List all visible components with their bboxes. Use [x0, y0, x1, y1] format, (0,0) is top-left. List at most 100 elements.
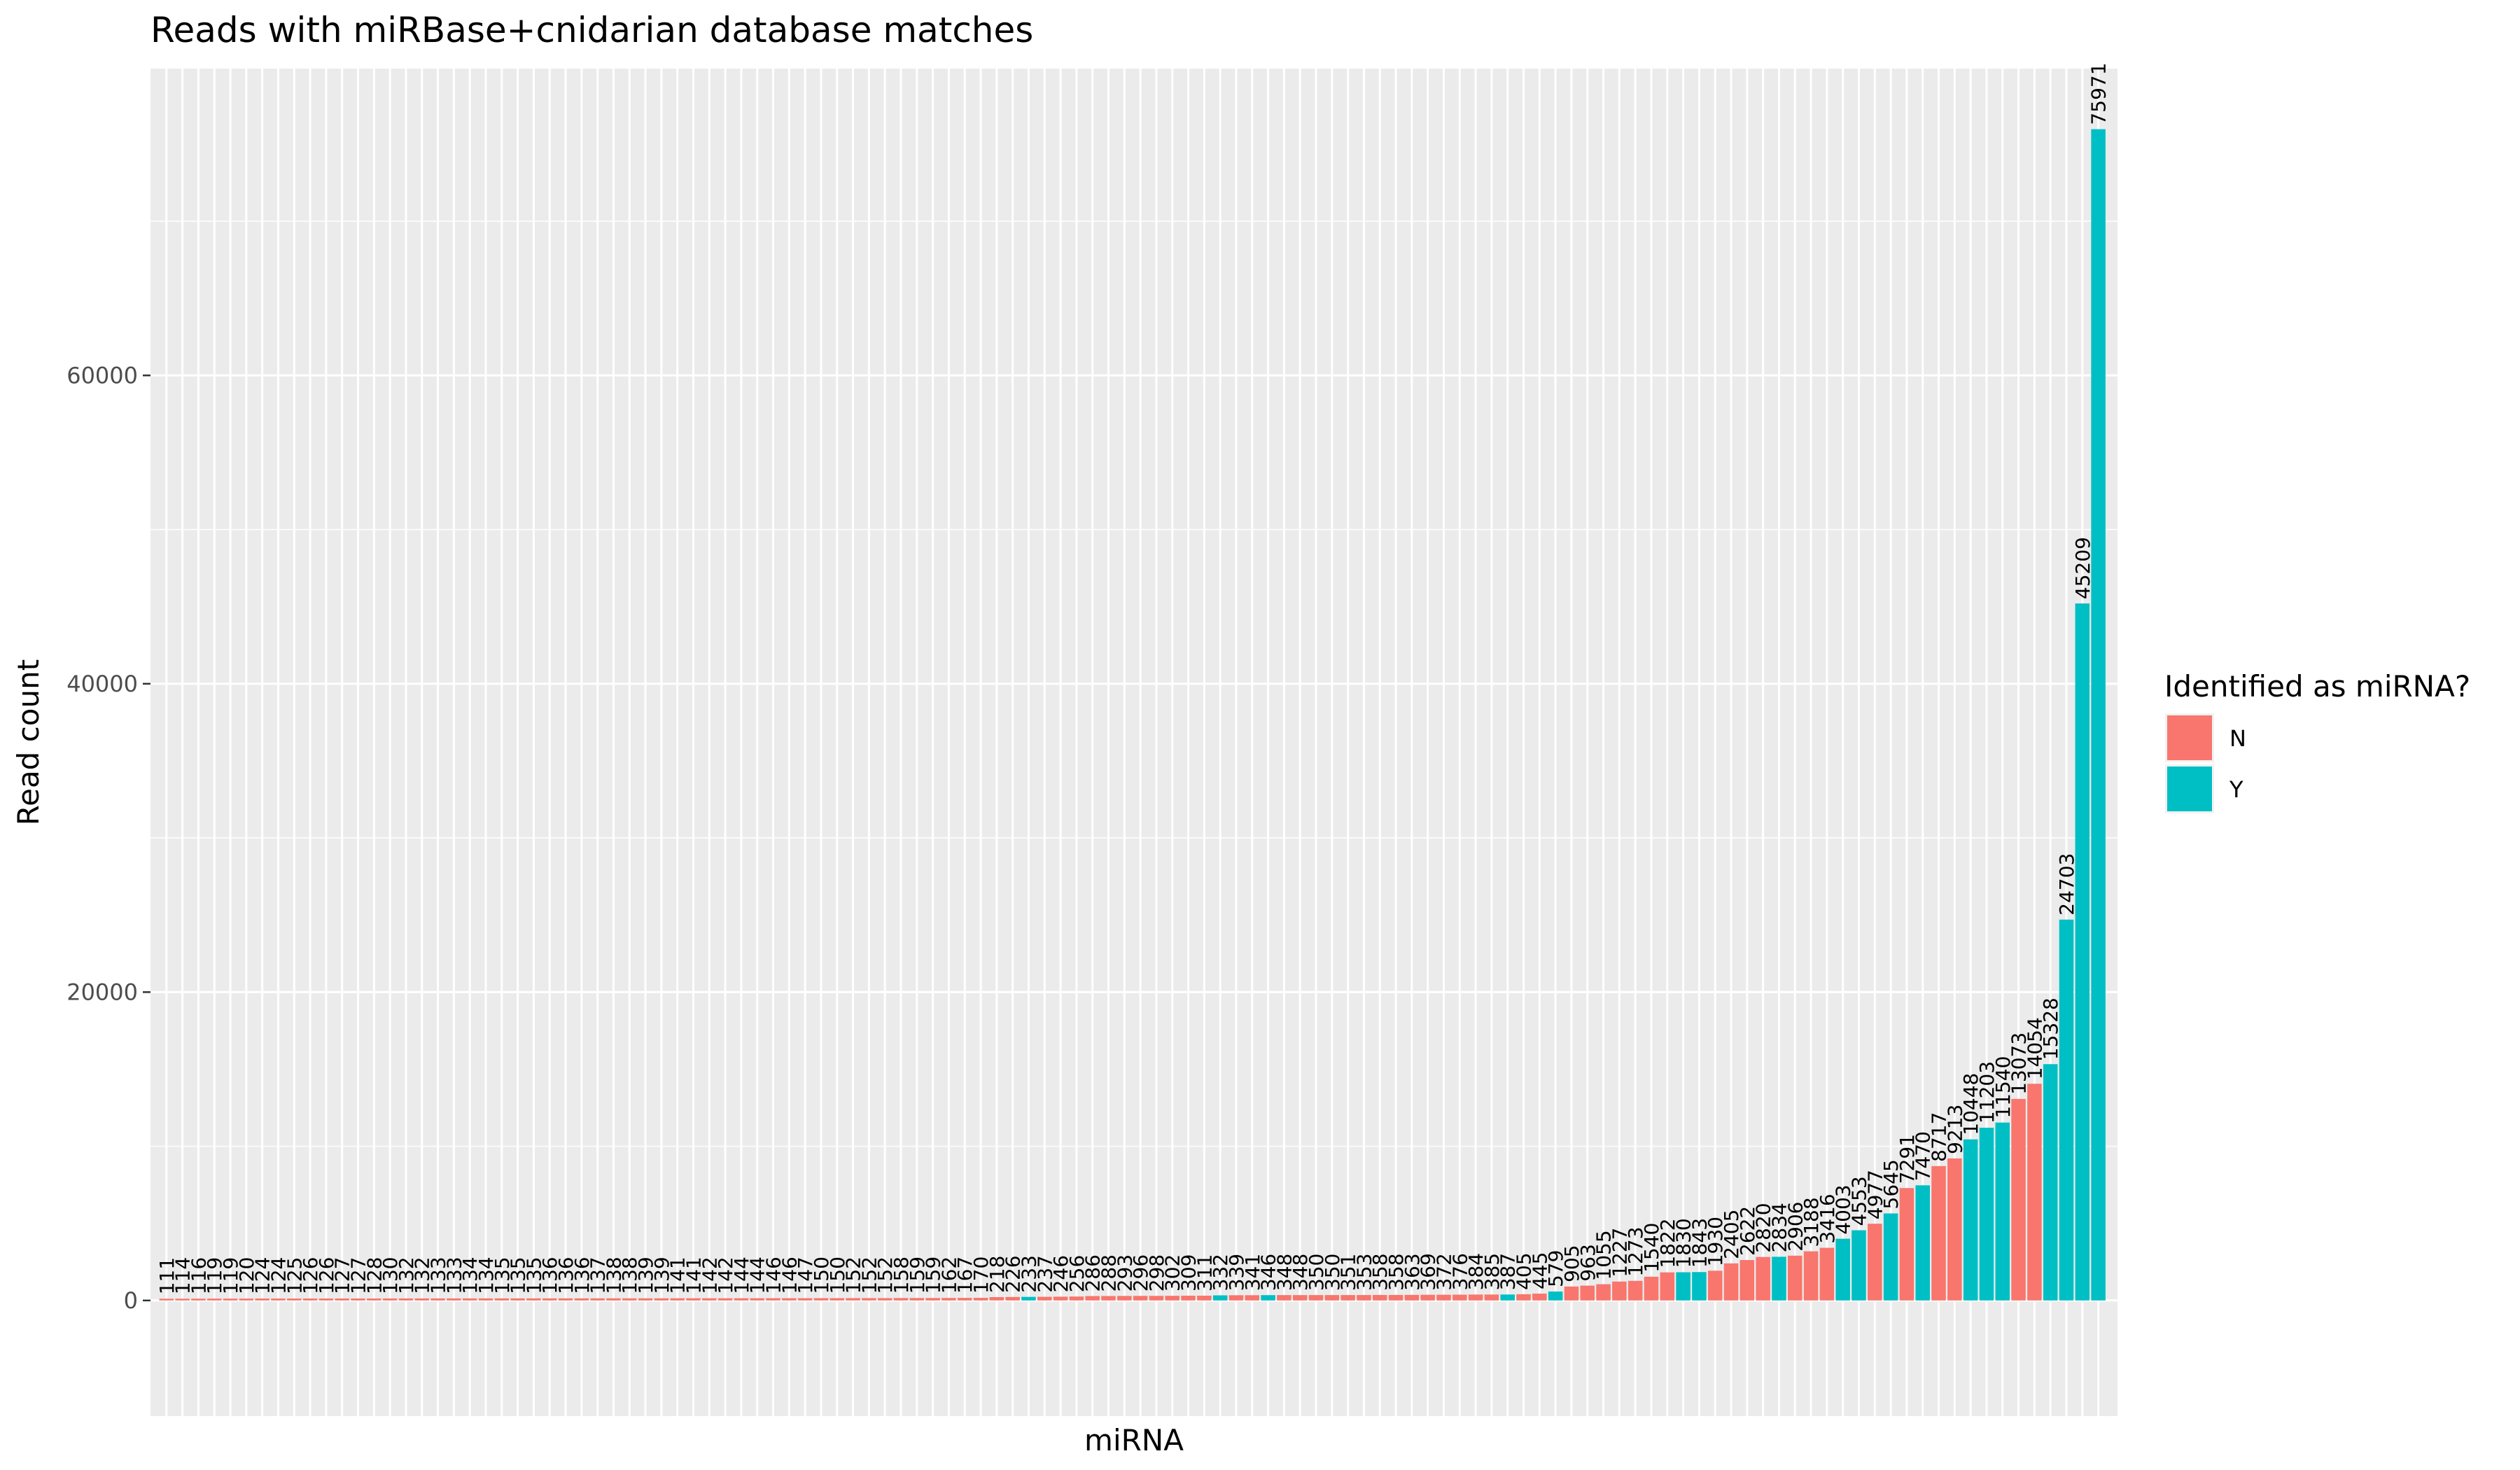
bar-data-label: 135: [522, 1256, 545, 1294]
bar-data-label: 111: [155, 1257, 178, 1294]
bar-data-label: 150: [826, 1256, 849, 1294]
bar-data-label: 348: [1289, 1254, 1312, 1291]
bar-data-label: 138: [602, 1256, 625, 1294]
bar-data-label: 132: [395, 1256, 418, 1294]
bar-99: [1723, 1263, 1739, 1301]
bar-data-label: 358: [1385, 1253, 1408, 1290]
bar-data-label: 124: [251, 1257, 274, 1294]
bar-data-label: 296: [1129, 1254, 1152, 1292]
bar-data-label: 1540: [1640, 1223, 1663, 1273]
bar-46: [877, 1298, 892, 1301]
bar-4: [206, 1298, 222, 1301]
bar-79: [1404, 1294, 1420, 1301]
bar-92: [1612, 1281, 1627, 1301]
bar-70: [1261, 1295, 1275, 1301]
bar-121: [2075, 603, 2090, 1301]
bar-data-label: 350: [1305, 1254, 1328, 1291]
bar-111: [1915, 1185, 1931, 1301]
bar-data-label: 10448: [1959, 1073, 1982, 1135]
bar-data-label: 351: [1337, 1254, 1360, 1291]
bar-data-label: 905: [1560, 1245, 1583, 1282]
bar-data-label: 141: [666, 1256, 690, 1294]
bar-data-label: 152: [874, 1256, 897, 1294]
bar-42: [813, 1298, 829, 1301]
bar-data-label: 170: [969, 1256, 993, 1294]
bar-5: [223, 1298, 238, 1301]
bar-data-label: 133: [442, 1256, 465, 1294]
bar-data-label: 119: [203, 1257, 226, 1294]
bar-115: [1979, 1128, 1994, 1301]
bar-data-label: 1227: [1608, 1228, 1631, 1278]
bar-data-label: 167: [953, 1256, 976, 1294]
bar-data-label: 372: [1432, 1253, 1455, 1290]
bar-data-label: 387: [1497, 1253, 1520, 1290]
bar-103: [1788, 1255, 1802, 1301]
bar-89: [1564, 1286, 1579, 1301]
bar-data-label: 146: [778, 1256, 801, 1294]
bar-101: [1756, 1256, 1770, 1301]
bar-110: [1899, 1188, 1914, 1301]
chart-title: Reads with miRBase+cnidarian database ma…: [150, 10, 1033, 50]
bar-27: [574, 1298, 589, 1301]
bar-100: [1740, 1260, 1755, 1301]
bar-50: [941, 1298, 956, 1301]
bar-data-label: 124: [267, 1257, 290, 1294]
bar-data-label: 226: [1002, 1255, 1025, 1292]
bar-102: [1772, 1256, 1786, 1301]
bar-18: [430, 1298, 445, 1301]
y-tick-label: 0: [124, 1287, 138, 1314]
bar-data-label: 2405: [1720, 1210, 1743, 1259]
bar-40: [782, 1298, 797, 1301]
bar-data-label: 376: [1448, 1253, 1471, 1290]
bar-data-label: 286: [1082, 1254, 1105, 1292]
bar-51: [957, 1298, 972, 1301]
bar-35: [702, 1298, 717, 1301]
bar-13: [351, 1298, 365, 1301]
bar-data-label: 332: [1209, 1254, 1232, 1291]
bar-data-label: 24703: [2055, 853, 2078, 916]
legend: Identified as miRNA? N Y: [2164, 669, 2470, 813]
bar-data-label: 346: [1257, 1254, 1280, 1291]
bar-24: [526, 1298, 541, 1301]
bar-data-label: 1843: [1688, 1218, 1711, 1268]
bar-data-label: 246: [1049, 1255, 1072, 1292]
bar-7: [255, 1298, 270, 1301]
bar-data-label: 293: [1113, 1254, 1136, 1292]
bar-data-label: 159: [922, 1256, 945, 1294]
bar-data-label: 311: [1193, 1254, 1216, 1292]
bar-113: [1947, 1158, 1962, 1301]
bar-data-label: 13073: [2008, 1032, 2031, 1095]
bar-data-label: 142: [714, 1256, 737, 1294]
bar-109: [1883, 1213, 1898, 1301]
bar-data-label: 7470: [1912, 1131, 1935, 1181]
bar-114: [1963, 1139, 1978, 1301]
bar-48: [909, 1298, 925, 1301]
bar-data-label: 134: [458, 1256, 482, 1294]
bar-data-label: 11203: [1975, 1061, 1998, 1124]
bar-3: [191, 1298, 206, 1301]
bar-data-label: 128: [363, 1257, 386, 1294]
bar-29: [606, 1298, 621, 1301]
bar-data-label: 135: [491, 1256, 514, 1294]
bar-data-label: 353: [1352, 1254, 1376, 1291]
bar-data-label: 9213: [1943, 1105, 1966, 1154]
bar-47: [893, 1298, 909, 1301]
y-axis-title: Read count: [11, 659, 46, 825]
bar-data-label: 4003: [1832, 1184, 1855, 1234]
bar-45: [862, 1298, 876, 1301]
bar-data-label: 237: [1033, 1255, 1056, 1292]
bar-90: [1580, 1285, 1595, 1301]
bar-105: [1819, 1247, 1835, 1301]
bar-117: [2011, 1098, 2026, 1301]
y-tick-label: 40000: [66, 671, 138, 697]
bar-44: [846, 1298, 860, 1301]
bar-data-label: 256: [1065, 1255, 1088, 1292]
bar-data-label: 139: [634, 1256, 657, 1294]
bar-data-label: 147: [794, 1256, 817, 1294]
bar-84: [1484, 1294, 1499, 1301]
bar-2: [175, 1298, 190, 1301]
bar-data-label: 2906: [1784, 1202, 1807, 1252]
bar-95: [1660, 1272, 1675, 1301]
bar-57: [1053, 1296, 1068, 1301]
bar-22: [494, 1298, 510, 1301]
